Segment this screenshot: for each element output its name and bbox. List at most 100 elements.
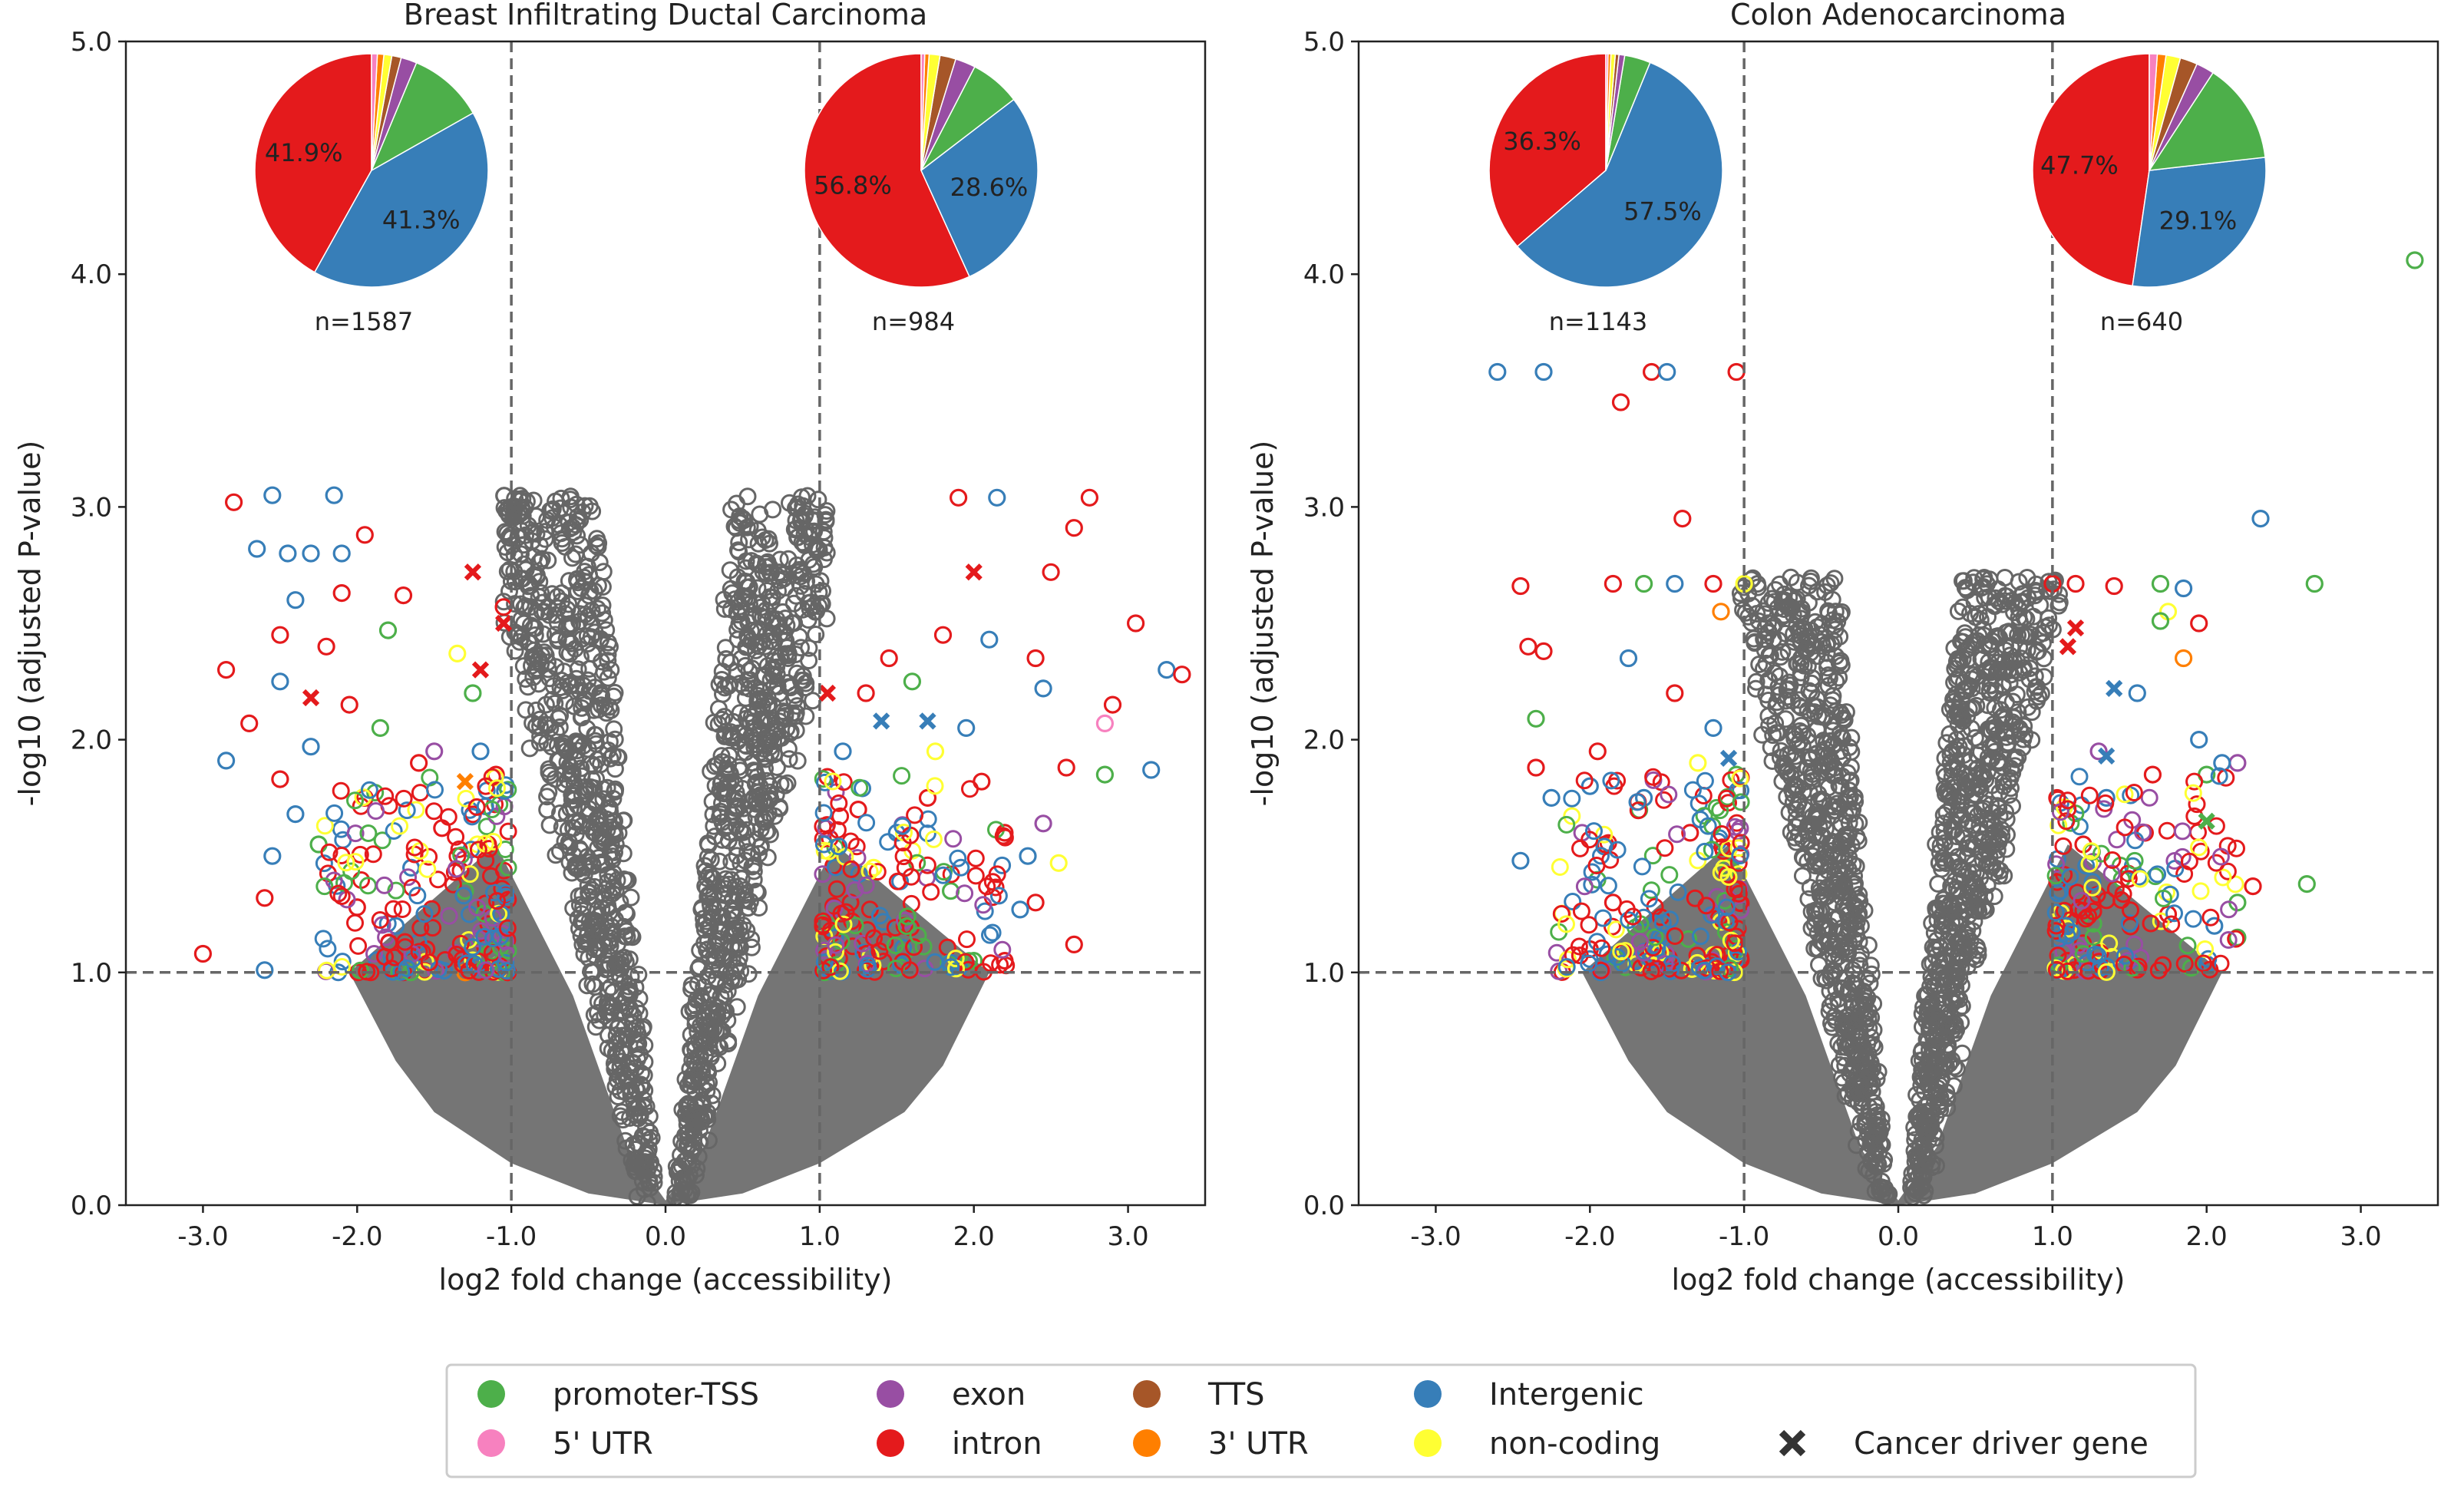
significant-point [2059,791,2077,810]
background-point [588,814,606,833]
significant-point [415,905,434,923]
significant-point [2066,574,2085,593]
significant-point [1660,785,1678,804]
x-tick-label: -3.0 [177,1221,228,1252]
significant-point [842,860,860,878]
significant-point [978,877,996,896]
background-point [1798,759,1816,777]
background-point [631,1107,649,1125]
background-point [1819,602,1838,620]
significant-point [315,877,334,896]
significant-point [1593,939,1611,957]
background-point [748,521,767,540]
background-point [695,857,714,875]
y-axis-label: -log10 (adjusted P-value) [13,441,47,807]
legend-label: promoter-TSS [553,1377,759,1412]
significant-point [407,801,425,819]
background-point [605,720,623,738]
background-point [1974,650,1992,669]
background-point [689,960,708,978]
driver-gene-marker [2198,812,2215,830]
background-point [561,487,580,506]
significant-point [1575,877,1594,896]
background-point [514,507,532,525]
background-point [1809,785,1828,803]
significant-point [385,822,403,840]
background-point [574,913,593,931]
background-point [778,774,797,792]
pie-slice [370,61,474,172]
background-point [1987,718,2006,736]
driver-gene-marker [818,684,837,702]
background-point [1756,641,1774,659]
background-point [696,1107,715,1125]
pie-slice [1516,61,1723,288]
background-point [1850,813,1868,831]
background-point [579,924,597,943]
background-point [667,1158,685,1176]
y-tick-label: 4.0 [71,259,112,290]
significant-point [318,961,336,979]
background-point [583,614,601,633]
pie-slice [1605,53,1609,171]
background-point [555,662,573,681]
background-point [1786,775,1805,794]
significant-point [469,841,487,859]
significant-point [2219,931,2238,949]
significant-point [1683,781,1702,799]
background-point [1826,910,1845,929]
background-point [742,938,761,956]
significant-point [2080,854,2099,873]
background-point [514,657,533,676]
significant-point [2155,889,2172,907]
pie-percent-label: 28.6% [950,173,1029,202]
significant-point [240,714,259,733]
significant-point [2173,822,2192,841]
significant-point [980,630,999,649]
background-point [1871,1135,1889,1153]
significant-point [271,770,289,788]
background-point [1759,594,1778,613]
background-point [1828,933,1847,951]
background-point [712,987,730,1006]
significant-point [405,838,424,857]
significant-point [2220,900,2238,919]
significant-point [355,526,374,544]
legend-label: non-coding [1489,1426,1660,1462]
significant-point [482,867,500,885]
background-point [568,570,586,588]
significant-point [394,586,413,605]
background-point [1921,1055,1939,1074]
background-point [702,762,720,781]
background-point [696,877,715,895]
significant-point [468,898,487,917]
significant-point [1732,793,1750,811]
significant-point [1719,868,1738,886]
legend-marker [477,1380,505,1408]
background-point [590,849,608,867]
background-point [1960,878,1979,896]
significant-point [903,672,922,691]
significant-point [380,933,398,952]
background-point [738,487,757,506]
significant-point [447,827,465,846]
background-point [1838,985,1857,1003]
background-point [1731,584,1749,603]
background-point [1941,754,1960,772]
significant-point [1534,362,1553,382]
background-point [1820,1003,1838,1021]
background-point [719,1032,738,1050]
significant-point [2134,823,2152,841]
significant-point [1704,574,1722,593]
background-point [1851,1075,1870,1094]
background-point [540,669,559,688]
significant-point [286,804,305,824]
background-point [546,626,564,644]
significant-point [824,772,842,791]
significant-point [926,953,944,971]
significant-point [1583,875,1601,894]
background-point [682,976,701,994]
significant-point [981,926,999,944]
background-point [547,723,565,741]
significant-point [340,695,358,714]
